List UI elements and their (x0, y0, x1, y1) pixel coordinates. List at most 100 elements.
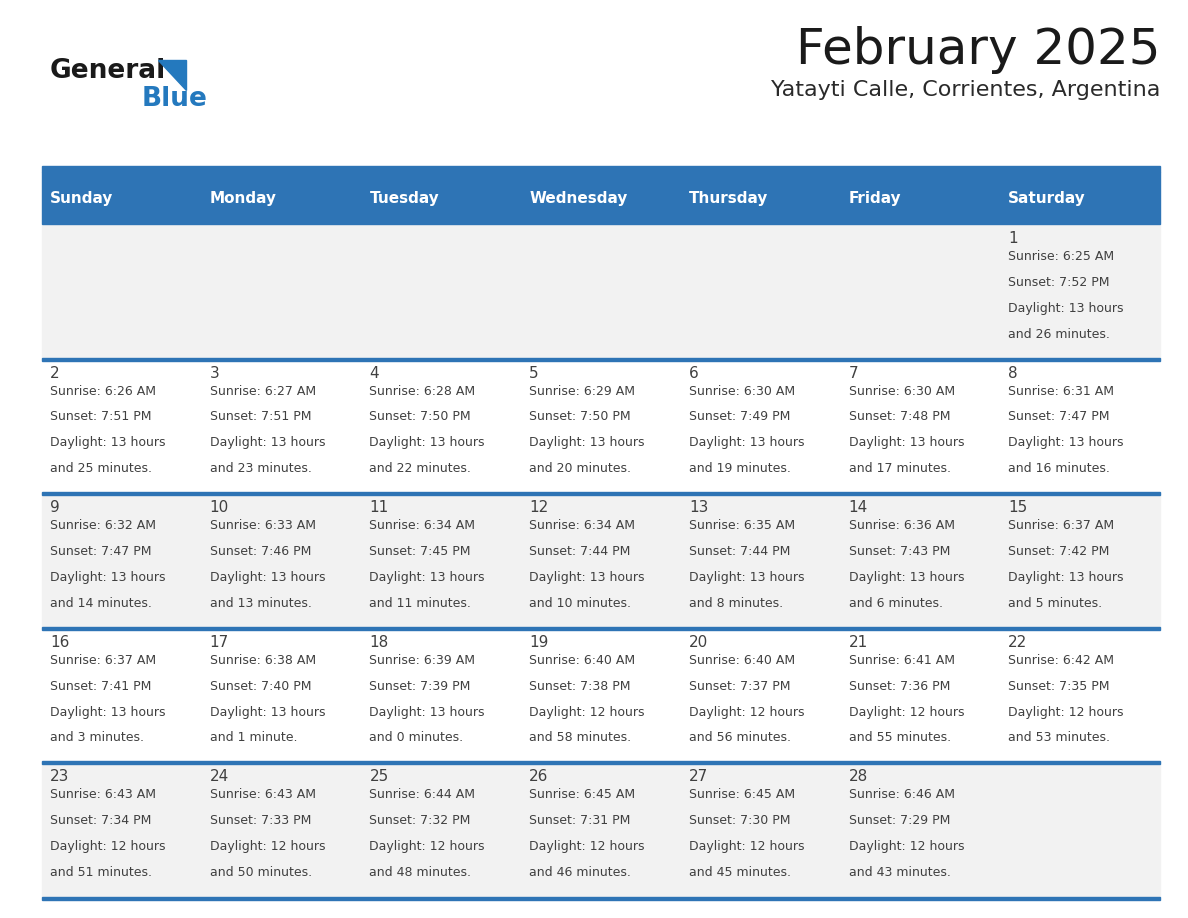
Text: Daylight: 13 hours: Daylight: 13 hours (848, 436, 965, 449)
Text: Daylight: 13 hours: Daylight: 13 hours (1009, 571, 1124, 584)
Text: and 51 minutes.: and 51 minutes. (50, 866, 152, 879)
Text: Sunrise: 6:44 AM: Sunrise: 6:44 AM (369, 789, 475, 801)
Text: Sunrise: 6:35 AM: Sunrise: 6:35 AM (689, 520, 795, 532)
Text: and 1 minute.: and 1 minute. (210, 732, 297, 744)
Text: Sunrise: 6:41 AM: Sunrise: 6:41 AM (848, 654, 955, 666)
Text: Daylight: 13 hours: Daylight: 13 hours (848, 571, 965, 584)
Text: Sunset: 7:47 PM: Sunset: 7:47 PM (1009, 410, 1110, 423)
Text: Sunset: 7:33 PM: Sunset: 7:33 PM (210, 814, 311, 827)
Text: and 3 minutes.: and 3 minutes. (50, 732, 144, 744)
Text: 18: 18 (369, 635, 388, 650)
Bar (42, 166, 1159, 172)
Text: 21: 21 (848, 635, 867, 650)
Text: and 26 minutes.: and 26 minutes. (1009, 328, 1110, 341)
Text: and 5 minutes.: and 5 minutes. (1009, 597, 1102, 610)
Text: 1: 1 (1009, 231, 1018, 246)
Text: Sunset: 7:41 PM: Sunset: 7:41 PM (50, 679, 151, 693)
Text: 28: 28 (848, 769, 867, 784)
Text: 19: 19 (529, 635, 549, 650)
Text: Sunset: 7:50 PM: Sunset: 7:50 PM (529, 410, 631, 423)
Text: Sunrise: 6:43 AM: Sunrise: 6:43 AM (50, 789, 156, 801)
Text: Sunset: 7:31 PM: Sunset: 7:31 PM (529, 814, 631, 827)
Text: Daylight: 12 hours: Daylight: 12 hours (210, 840, 326, 853)
Text: 10: 10 (210, 500, 229, 515)
Bar (42, 761, 1159, 765)
Text: 4: 4 (369, 365, 379, 381)
Text: Daylight: 13 hours: Daylight: 13 hours (210, 571, 326, 584)
Text: Daylight: 13 hours: Daylight: 13 hours (1009, 436, 1124, 449)
Text: Sunset: 7:35 PM: Sunset: 7:35 PM (1009, 679, 1110, 693)
Text: 27: 27 (689, 769, 708, 784)
Text: Saturday: Saturday (1009, 191, 1086, 206)
Text: Sunrise: 6:37 AM: Sunrise: 6:37 AM (1009, 520, 1114, 532)
Text: and 14 minutes.: and 14 minutes. (50, 597, 152, 610)
Text: and 10 minutes.: and 10 minutes. (529, 597, 631, 610)
Text: and 55 minutes.: and 55 minutes. (848, 732, 950, 744)
Text: Daylight: 13 hours: Daylight: 13 hours (689, 436, 804, 449)
Text: 8: 8 (1009, 365, 1018, 381)
Text: Sunrise: 6:33 AM: Sunrise: 6:33 AM (210, 520, 316, 532)
Text: 20: 20 (689, 635, 708, 650)
Text: Daylight: 13 hours: Daylight: 13 hours (369, 571, 485, 584)
Text: and 46 minutes.: and 46 minutes. (529, 866, 631, 879)
Text: Sunset: 7:42 PM: Sunset: 7:42 PM (1009, 545, 1110, 558)
Text: Daylight: 12 hours: Daylight: 12 hours (50, 840, 165, 853)
Text: February 2025: February 2025 (796, 26, 1159, 74)
Text: Sunrise: 6:34 AM: Sunrise: 6:34 AM (369, 520, 475, 532)
Text: Sunset: 7:46 PM: Sunset: 7:46 PM (210, 545, 311, 558)
Text: Sunset: 7:39 PM: Sunset: 7:39 PM (369, 679, 470, 693)
Text: Daylight: 12 hours: Daylight: 12 hours (369, 840, 485, 853)
Text: Monday: Monday (210, 191, 277, 206)
Bar (42, 358, 1159, 361)
Bar (42, 172, 1159, 224)
Text: Sunset: 7:32 PM: Sunset: 7:32 PM (369, 814, 470, 827)
Text: 2: 2 (50, 365, 59, 381)
Text: Sunrise: 6:29 AM: Sunrise: 6:29 AM (529, 385, 636, 397)
Bar (42, 628, 1159, 763)
Bar (42, 763, 1159, 897)
Text: and 58 minutes.: and 58 minutes. (529, 732, 631, 744)
Text: Sunset: 7:51 PM: Sunset: 7:51 PM (50, 410, 152, 423)
Text: Sunrise: 6:36 AM: Sunrise: 6:36 AM (848, 520, 955, 532)
Text: 26: 26 (529, 769, 549, 784)
Text: 3: 3 (210, 365, 220, 381)
Text: and 48 minutes.: and 48 minutes. (369, 866, 472, 879)
Text: 24: 24 (210, 769, 229, 784)
Text: Sunrise: 6:25 AM: Sunrise: 6:25 AM (1009, 250, 1114, 263)
Text: Sunset: 7:44 PM: Sunset: 7:44 PM (529, 545, 631, 558)
Text: Sunrise: 6:34 AM: Sunrise: 6:34 AM (529, 520, 636, 532)
Text: and 25 minutes.: and 25 minutes. (50, 462, 152, 476)
Text: and 19 minutes.: and 19 minutes. (689, 462, 791, 476)
Text: General: General (50, 58, 166, 84)
Text: 14: 14 (848, 500, 867, 515)
Text: and 50 minutes.: and 50 minutes. (210, 866, 311, 879)
Text: Sunset: 7:49 PM: Sunset: 7:49 PM (689, 410, 790, 423)
Text: Friday: Friday (848, 191, 902, 206)
Text: Sunset: 7:52 PM: Sunset: 7:52 PM (1009, 275, 1110, 289)
Text: Daylight: 12 hours: Daylight: 12 hours (689, 706, 804, 719)
Text: Sunrise: 6:26 AM: Sunrise: 6:26 AM (50, 385, 156, 397)
Bar (42, 359, 1159, 493)
Text: Sunset: 7:29 PM: Sunset: 7:29 PM (848, 814, 950, 827)
Text: Sunset: 7:47 PM: Sunset: 7:47 PM (50, 545, 152, 558)
Text: Sunrise: 6:45 AM: Sunrise: 6:45 AM (689, 789, 795, 801)
Bar (42, 492, 1159, 495)
Text: Tuesday: Tuesday (369, 191, 440, 206)
Text: and 17 minutes.: and 17 minutes. (848, 462, 950, 476)
Text: Sunset: 7:34 PM: Sunset: 7:34 PM (50, 814, 151, 827)
Text: Sunrise: 6:32 AM: Sunrise: 6:32 AM (50, 520, 156, 532)
Text: 6: 6 (689, 365, 699, 381)
Text: 23: 23 (50, 769, 69, 784)
Text: Sunset: 7:30 PM: Sunset: 7:30 PM (689, 814, 790, 827)
Text: Daylight: 12 hours: Daylight: 12 hours (848, 706, 965, 719)
Text: Daylight: 13 hours: Daylight: 13 hours (529, 571, 645, 584)
Text: and 23 minutes.: and 23 minutes. (210, 462, 311, 476)
Text: 22: 22 (1009, 635, 1028, 650)
Bar (42, 627, 1159, 630)
Text: 25: 25 (369, 769, 388, 784)
Text: Sunset: 7:36 PM: Sunset: 7:36 PM (848, 679, 950, 693)
Text: 11: 11 (369, 500, 388, 515)
Text: and 11 minutes.: and 11 minutes. (369, 597, 472, 610)
Text: Sunset: 7:43 PM: Sunset: 7:43 PM (848, 545, 950, 558)
Text: Sunset: 7:51 PM: Sunset: 7:51 PM (210, 410, 311, 423)
